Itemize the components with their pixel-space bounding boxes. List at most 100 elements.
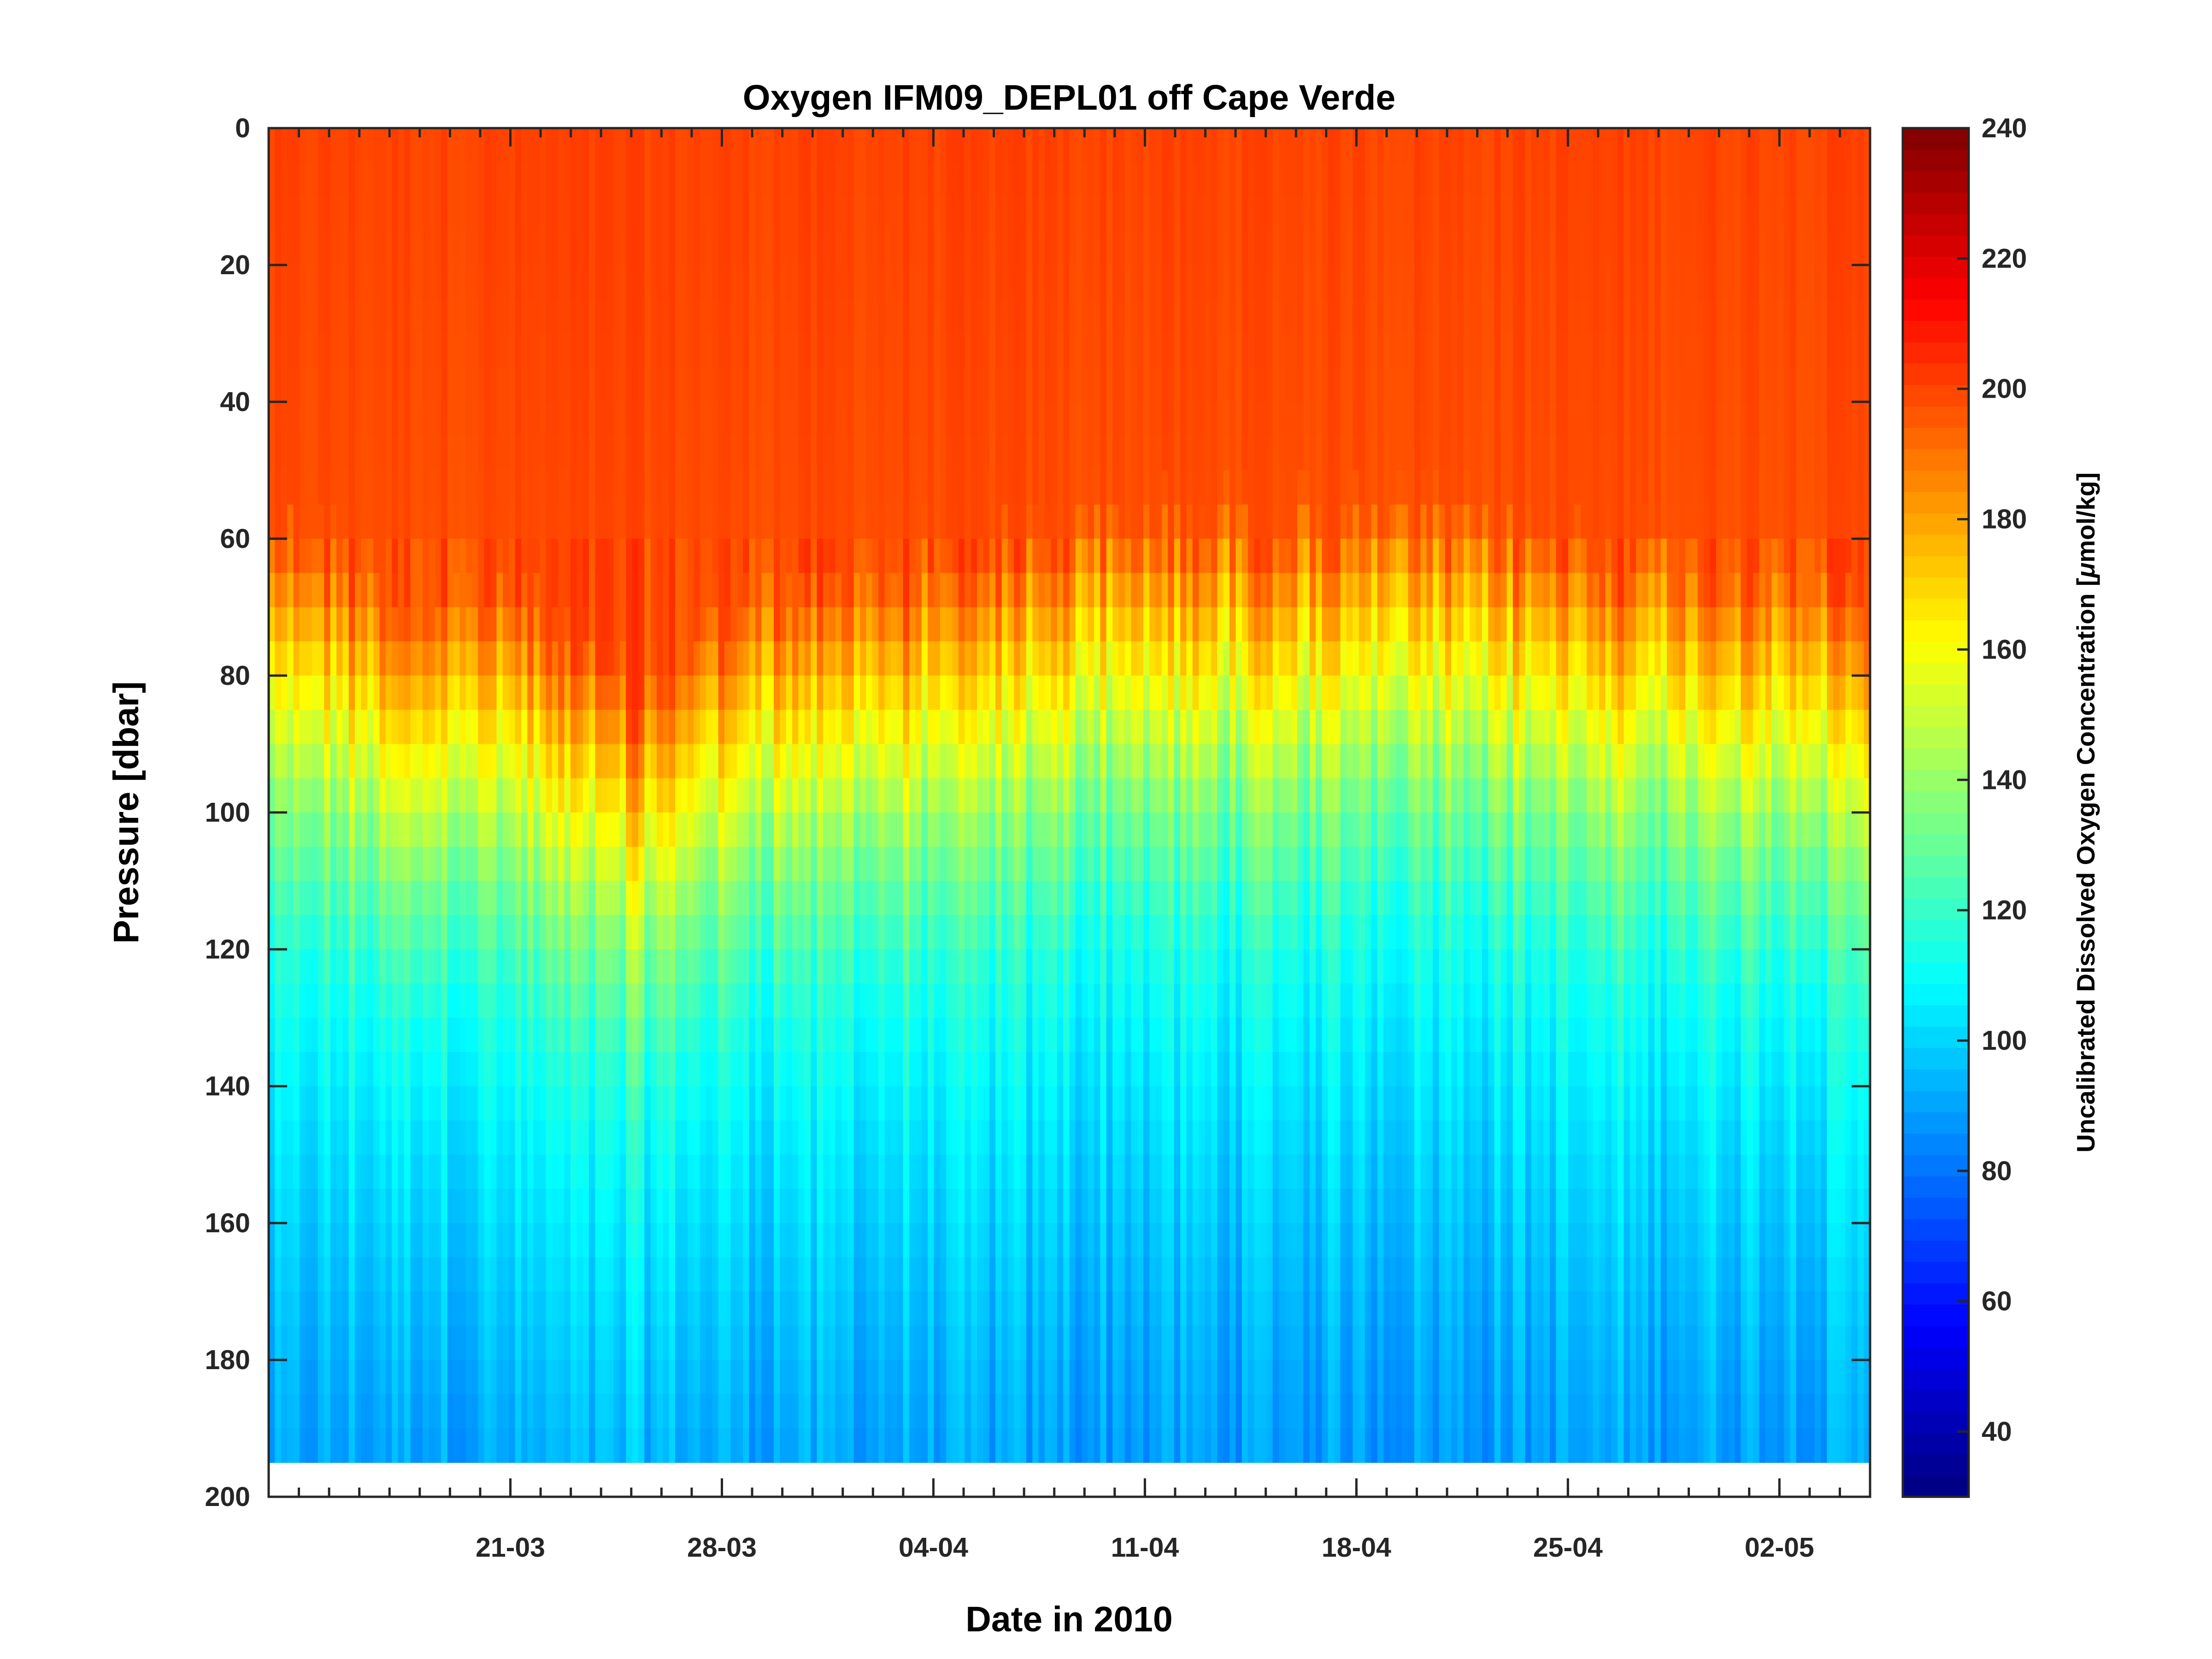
heatmap-cell — [872, 299, 879, 334]
heatmap-cell — [706, 128, 713, 163]
heatmap-cell — [348, 299, 355, 334]
heatmap-cell — [841, 641, 848, 676]
heatmap-cell — [275, 676, 282, 710]
heatmap-cell — [577, 1325, 583, 1360]
heatmap-cell — [355, 230, 362, 265]
heatmap-cell — [564, 367, 571, 402]
heatmap-cell — [958, 847, 965, 882]
heatmap-cell — [1014, 470, 1021, 505]
heatmap-cell — [1020, 1086, 1027, 1121]
heatmap-cell — [552, 847, 559, 882]
heatmap-cell — [946, 1052, 953, 1087]
heatmap-cell — [946, 1257, 953, 1292]
heatmap-cell — [564, 1360, 571, 1394]
heatmap-cell — [392, 470, 399, 505]
heatmap-cell — [712, 1223, 719, 1258]
heatmap-cell — [712, 641, 719, 676]
heatmap-cell — [958, 1394, 965, 1429]
heatmap-cell — [989, 915, 996, 950]
heatmap-cell — [527, 333, 534, 368]
heatmap-cell — [946, 436, 953, 471]
heatmap-cell — [570, 1223, 577, 1258]
heatmap-cell — [398, 402, 405, 436]
heatmap-cell — [860, 1360, 867, 1394]
heatmap-cell — [404, 710, 411, 745]
heatmap-cell — [293, 162, 300, 197]
heatmap-cell — [484, 1325, 491, 1360]
heatmap-cell — [860, 162, 867, 197]
heatmap-cell — [823, 915, 830, 950]
heatmap-cell — [847, 1291, 854, 1326]
heatmap-cell — [607, 573, 614, 608]
heatmap-cell — [373, 196, 380, 231]
heatmap-cell — [669, 539, 676, 573]
heatmap-cell — [915, 812, 922, 847]
heatmap-cell — [361, 230, 368, 265]
heatmap-cell — [361, 436, 368, 471]
heatmap-cell — [465, 539, 472, 573]
heatmap-cell — [1032, 607, 1039, 642]
heatmap-cell — [755, 1360, 762, 1394]
heatmap-cell — [743, 1154, 750, 1189]
heatmap-cell — [977, 607, 984, 642]
heatmap-cell — [336, 1360, 343, 1394]
heatmap-cell — [669, 710, 676, 745]
heatmap-cell — [385, 196, 393, 231]
heatmap-cell — [361, 641, 368, 676]
heatmap-cell — [694, 504, 700, 539]
heatmap-cell — [299, 539, 306, 573]
heatmap-cell — [1001, 162, 1008, 197]
heatmap-cell — [558, 402, 565, 436]
heatmap-cell — [355, 333, 362, 368]
heatmap-cell — [447, 162, 454, 197]
heatmap-cell — [502, 915, 510, 950]
heatmap-cell — [903, 196, 910, 231]
heatmap-cell — [509, 573, 516, 608]
heatmap-cell — [694, 1325, 700, 1360]
heatmap-cell — [971, 1018, 977, 1053]
heatmap-cell — [847, 1223, 854, 1258]
heatmap-cell — [940, 333, 947, 368]
heatmap-cell — [755, 778, 762, 813]
heatmap-cell — [853, 265, 860, 300]
heatmap-cell — [675, 1120, 682, 1155]
heatmap-cell — [663, 1188, 670, 1224]
heatmap-cell — [1032, 641, 1039, 676]
heatmap-cell — [1026, 881, 1033, 916]
heatmap-cell — [835, 778, 842, 813]
heatmap-cell — [385, 812, 393, 847]
heatmap-cell — [792, 1394, 799, 1429]
heatmap-cell — [312, 812, 318, 847]
heatmap-cell — [977, 1154, 984, 1189]
heatmap-cell — [681, 983, 688, 1018]
heatmap-cell — [866, 676, 873, 710]
heatmap-cell — [392, 1018, 399, 1053]
heatmap-cell — [552, 607, 559, 642]
heatmap-cell — [546, 162, 553, 197]
heatmap-cell — [774, 504, 781, 539]
heatmap-cell — [946, 676, 953, 710]
heatmap-cell — [484, 230, 491, 265]
heatmap-column — [626, 128, 633, 1463]
heatmap-cell — [915, 607, 922, 642]
heatmap-cell — [275, 367, 282, 402]
heatmap-cell — [681, 1223, 688, 1258]
heatmap-cell — [743, 983, 750, 1018]
heatmap-cell — [921, 128, 928, 163]
heatmap-cell — [552, 1154, 559, 1189]
heatmap-cell — [373, 778, 380, 813]
heatmap-cell — [650, 539, 657, 573]
heatmap-cell — [650, 196, 657, 231]
heatmap-cell — [287, 539, 294, 573]
heatmap-cell — [435, 504, 442, 539]
heatmap-cell — [681, 949, 688, 984]
heatmap-cell — [977, 1394, 984, 1429]
heatmap-cell — [829, 470, 836, 505]
heatmap-cell — [890, 915, 898, 950]
heatmap-cell — [546, 402, 553, 436]
heatmap-cell — [318, 744, 325, 779]
heatmap-cell — [619, 162, 626, 197]
heatmap-cell — [669, 1086, 676, 1121]
heatmap-cell — [478, 778, 485, 813]
heatmap-cell — [632, 812, 639, 847]
